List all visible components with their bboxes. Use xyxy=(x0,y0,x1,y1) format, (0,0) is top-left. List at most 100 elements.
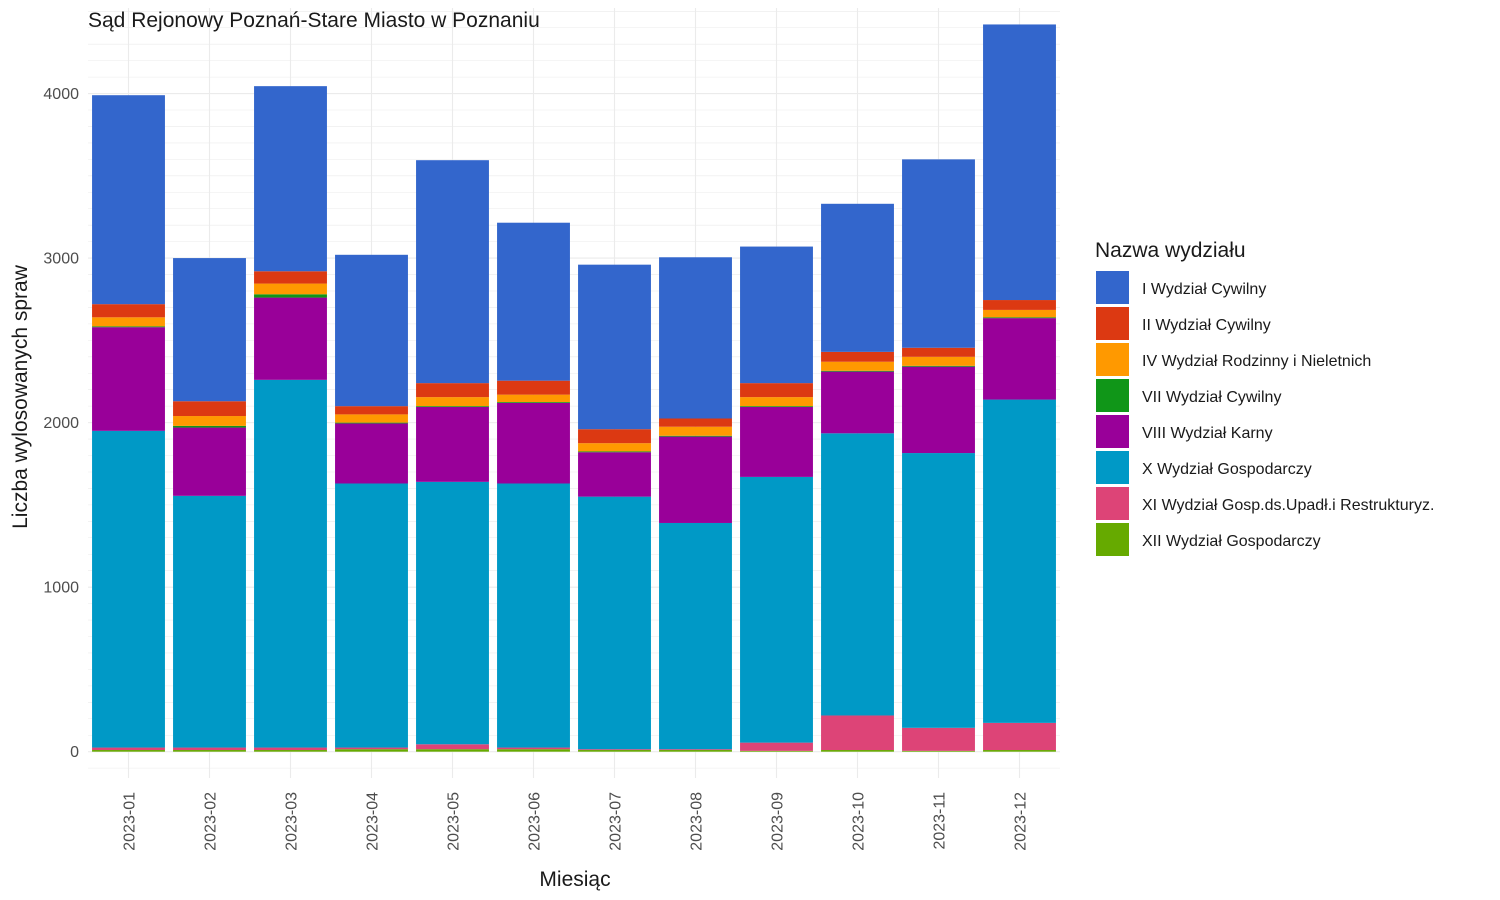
bar-segment-vii-wydzia-cywilny xyxy=(416,406,489,407)
bar-segment-xi-wydzia-gosp-ds-upad-i-restrukturyz xyxy=(92,747,165,751)
bar-segment-vii-wydzia-cywilny xyxy=(659,435,732,437)
legend-label: X Wydział Gospodarczy xyxy=(1142,461,1312,478)
bar-segment-viii-wydzia-karny xyxy=(659,436,732,523)
bar-segment-ii-wydzia-cywilny xyxy=(659,418,732,427)
y-tick-label: 0 xyxy=(70,744,79,761)
bar-segment-viii-wydzia-karny xyxy=(335,423,408,484)
bar-segment-vii-wydzia-cywilny xyxy=(92,326,165,328)
chart-title: Sąd Rejonowy Poznań-Stare Miasto w Pozna… xyxy=(88,9,540,32)
bar-segment-ii-wydzia-cywilny xyxy=(983,300,1056,310)
bar-segment-iv-wydzia-rodzinny-i-nieletnich xyxy=(659,426,732,436)
bar-segment-vii-wydzia-cywilny xyxy=(335,422,408,424)
bar-segment-ii-wydzia-cywilny xyxy=(416,383,489,398)
bar-segment-x-wydzia-gospodarczy xyxy=(902,453,975,728)
bar-segment-iv-wydzia-rodzinny-i-nieletnich xyxy=(254,283,327,295)
bar-segment-xii-wydzia-gospodarczy xyxy=(740,750,813,752)
bar-segment-ii-wydzia-cywilny xyxy=(92,304,165,318)
legend-swatch xyxy=(1096,343,1129,376)
bar-segment-iv-wydzia-rodzinny-i-nieletnich xyxy=(416,397,489,407)
legend-label: IV Wydział Rodzinny i Nieletnich xyxy=(1142,353,1371,370)
legend-items: I Wydział Cywilny II Wydział Cywilny IV Wy… xyxy=(1096,271,1434,556)
bar-segment-viii-wydzia-karny xyxy=(983,318,1056,400)
bar-segment-i-wydzia-cywilny xyxy=(173,258,246,402)
y-axis-title: Liczba wylosowanych spraw xyxy=(9,264,32,529)
bar-segment-x-wydzia-gospodarczy xyxy=(821,433,894,716)
bar-segment-i-wydzia-cywilny xyxy=(902,159,975,348)
legend-swatch xyxy=(1096,271,1129,304)
bar-segment-vii-wydzia-cywilny xyxy=(254,294,327,298)
bar-segment-x-wydzia-gospodarczy xyxy=(335,483,408,748)
bar-segment-x-wydzia-gospodarczy xyxy=(92,430,165,748)
legend-swatch xyxy=(1096,523,1129,556)
bar-segment-viii-wydzia-karny xyxy=(173,427,246,496)
x-tick-label: 2023-12 xyxy=(1013,792,1030,851)
x-axis-title: Miesiąc xyxy=(539,868,610,891)
x-tick-label: 2023-11 xyxy=(932,792,949,850)
bar-segment-i-wydzia-cywilny xyxy=(983,24,1056,301)
x-tick-label: 2023-06 xyxy=(527,792,544,851)
bar-segment-xi-wydzia-gosp-ds-upad-i-restrukturyz xyxy=(335,747,408,750)
x-tick-label: 2023-02 xyxy=(203,792,220,851)
bar-segment-vii-wydzia-cywilny xyxy=(821,370,894,372)
bar-segment-xii-wydzia-gospodarczy xyxy=(335,749,408,752)
bar-segment-iv-wydzia-rodzinny-i-nieletnich xyxy=(92,317,165,327)
legend-label: XII Wydział Gospodarczy xyxy=(1142,533,1321,550)
bar-segment-xii-wydzia-gospodarczy xyxy=(173,750,246,752)
bar-segment-iv-wydzia-rodzinny-i-nieletnich xyxy=(902,356,975,366)
bar-segment-xi-wydzia-gosp-ds-upad-i-restrukturyz xyxy=(983,722,1056,751)
bar-segment-vii-wydzia-cywilny xyxy=(173,425,246,428)
bar-segment-xii-wydzia-gospodarczy xyxy=(821,750,894,752)
x-tick-label: 2023-01 xyxy=(122,792,139,851)
bar-segment-i-wydzia-cywilny xyxy=(740,246,813,384)
bar-segment-iv-wydzia-rodzinny-i-nieletnich xyxy=(497,394,570,403)
bar-segment-iv-wydzia-rodzinny-i-nieletnich xyxy=(983,309,1056,318)
bar-segment-vii-wydzia-cywilny xyxy=(740,406,813,407)
bar-segment-ii-wydzia-cywilny xyxy=(578,429,651,444)
bar-segment-xii-wydzia-gospodarczy xyxy=(497,749,570,752)
y-tick-label: 3000 xyxy=(43,251,79,268)
bar-segment-x-wydzia-gospodarczy xyxy=(983,399,1056,723)
bar-segment-ii-wydzia-cywilny xyxy=(254,271,327,284)
bar-segment-viii-wydzia-karny xyxy=(821,371,894,434)
bar-segment-xii-wydzia-gospodarczy xyxy=(416,749,489,752)
bar-segment-xi-wydzia-gosp-ds-upad-i-restrukturyz xyxy=(578,749,651,751)
legend-swatch xyxy=(1096,379,1129,412)
bar-segment-i-wydzia-cywilny xyxy=(416,160,489,384)
y-axis-ticks: 0 1000 2000 3000 4000 xyxy=(43,86,79,761)
x-tick-label: 2023-03 xyxy=(284,792,301,851)
bar-segment-x-wydzia-gospodarczy xyxy=(659,522,732,750)
bar-segment-viii-wydzia-karny xyxy=(902,366,975,454)
bar-segment-iv-wydzia-rodzinny-i-nieletnich xyxy=(173,416,246,426)
bar-segment-xi-wydzia-gosp-ds-upad-i-restrukturyz xyxy=(416,744,489,750)
x-tick-label: 2023-07 xyxy=(608,792,625,851)
bar-segment-x-wydzia-gospodarczy xyxy=(578,496,651,750)
bar-segment-x-wydzia-gospodarczy xyxy=(254,379,327,748)
bar-segment-xii-wydzia-gospodarczy xyxy=(659,750,732,752)
x-tick-label: 2023-04 xyxy=(365,792,382,851)
x-tick-label: 2023-05 xyxy=(446,792,463,851)
bar-segment-viii-wydzia-karny xyxy=(740,406,813,477)
bar-segment-i-wydzia-cywilny xyxy=(821,203,894,352)
bar-segment-xi-wydzia-gosp-ds-upad-i-restrukturyz xyxy=(740,742,813,751)
bar-segment-viii-wydzia-karny xyxy=(497,402,570,484)
bar-segment-i-wydzia-cywilny xyxy=(254,86,327,272)
bar-segment-ii-wydzia-cywilny xyxy=(335,406,408,415)
x-tick-label: 2023-10 xyxy=(851,792,868,851)
bar-segment-ii-wydzia-cywilny xyxy=(821,351,894,362)
legend-label: II Wydział Cywilny xyxy=(1142,317,1271,334)
legend-label: VIII Wydział Karny xyxy=(1142,425,1273,442)
bar-segment-xii-wydzia-gospodarczy xyxy=(902,750,975,752)
bar-segment-i-wydzia-cywilny xyxy=(497,222,570,381)
legend-swatch xyxy=(1096,487,1129,520)
bar-segment-ii-wydzia-cywilny xyxy=(497,380,570,395)
bar-segment-i-wydzia-cywilny xyxy=(335,254,408,407)
legend-swatch xyxy=(1096,451,1129,484)
legend-label: XI Wydział Gosp.ds.Upadł.i Restrukturyz. xyxy=(1142,497,1434,514)
bar-segment-ii-wydzia-cywilny xyxy=(173,401,246,417)
bar-segment-xi-wydzia-gosp-ds-upad-i-restrukturyz xyxy=(659,749,732,751)
bar-segment-x-wydzia-gospodarczy xyxy=(173,495,246,748)
bar-segment-xi-wydzia-gosp-ds-upad-i-restrukturyz xyxy=(254,747,327,751)
bar-segment-ii-wydzia-cywilny xyxy=(740,383,813,398)
bar-segment-x-wydzia-gospodarczy xyxy=(740,476,813,743)
